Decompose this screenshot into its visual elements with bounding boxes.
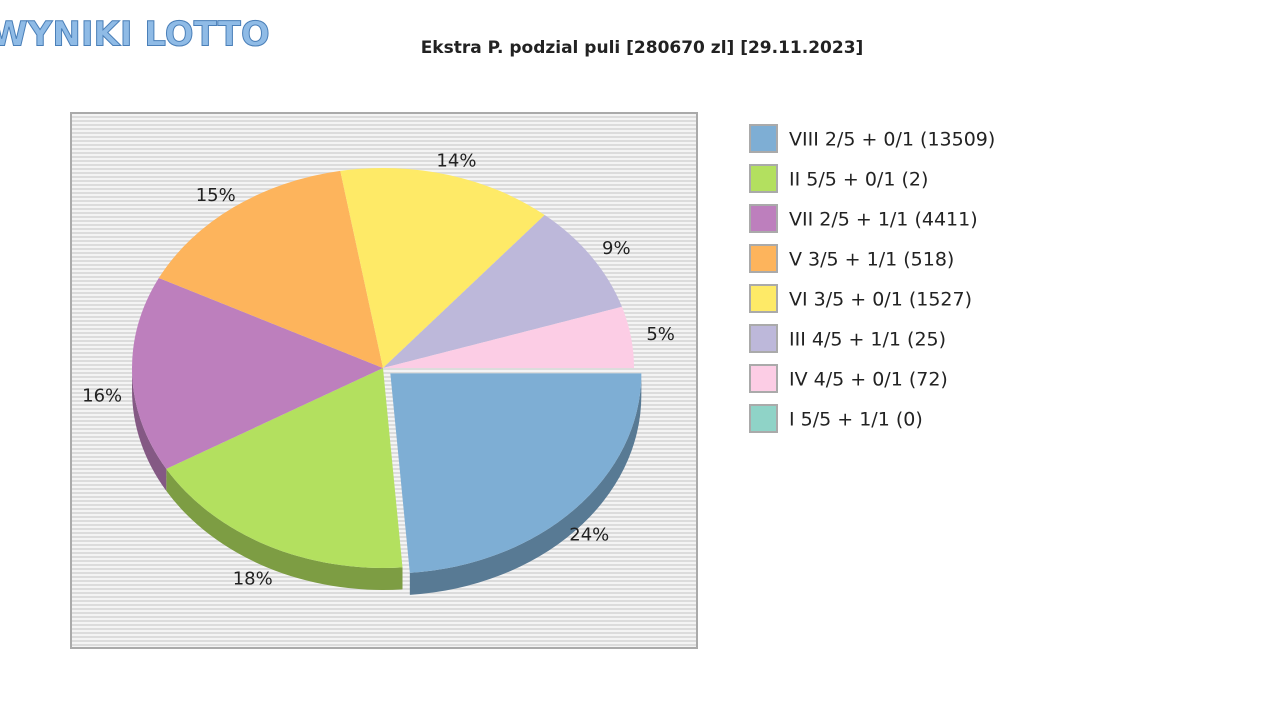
legend-swatch (749, 164, 778, 193)
slice-side (409, 373, 642, 595)
legend-label: II 5/5 + 0/1 (2) (789, 169, 928, 191)
slice (383, 215, 622, 368)
slice-label: 18% (233, 569, 273, 590)
slice (340, 167, 545, 368)
slice (383, 306, 634, 368)
slice (132, 278, 383, 469)
pie: 24% 18% 16% 15% 14% 9% 5% (82, 150, 675, 595)
slice-label: 15% (196, 185, 236, 206)
legend-swatch (749, 244, 778, 273)
slice-label: 14% (436, 150, 476, 171)
legend-swatch (749, 204, 778, 233)
legend-label: VI 3/5 + 0/1 (1527) (789, 289, 972, 311)
slice-label: 5% (646, 324, 675, 345)
legend-swatch (749, 324, 778, 353)
legend-label: VII 2/5 + 1/1 (4411) (789, 209, 978, 231)
slice-side (132, 368, 167, 491)
chart-title: Ekstra P. podzial puli [280670 zl] [29.1… (421, 38, 864, 58)
legend-swatch (749, 284, 778, 313)
legend-swatch (749, 404, 778, 433)
legend-swatch (749, 364, 778, 393)
slice-side (166, 468, 403, 590)
legend-label: III 4/5 + 1/1 (25) (789, 329, 946, 351)
slice-label: 9% (602, 238, 631, 259)
slice-label: 24% (569, 524, 609, 545)
slice (166, 368, 403, 568)
slice (390, 373, 642, 573)
legend-label: I 5/5 + 1/1 (0) (789, 409, 923, 431)
legend-label: VIII 2/5 + 0/1 (13509) (789, 129, 995, 151)
legend: VIII 2/5 + 0/1 (13509) II 5/5 + 0/1 (2) VI… (749, 124, 995, 433)
logo: WYNIKI LOTTO (0, 15, 270, 55)
legend-swatch (749, 124, 778, 153)
legend-label: V 3/5 + 1/1 (518) (789, 249, 954, 271)
slice (158, 170, 383, 368)
slice-label: 16% (82, 386, 122, 407)
legend-label: IV 4/5 + 0/1 (72) (789, 369, 948, 391)
